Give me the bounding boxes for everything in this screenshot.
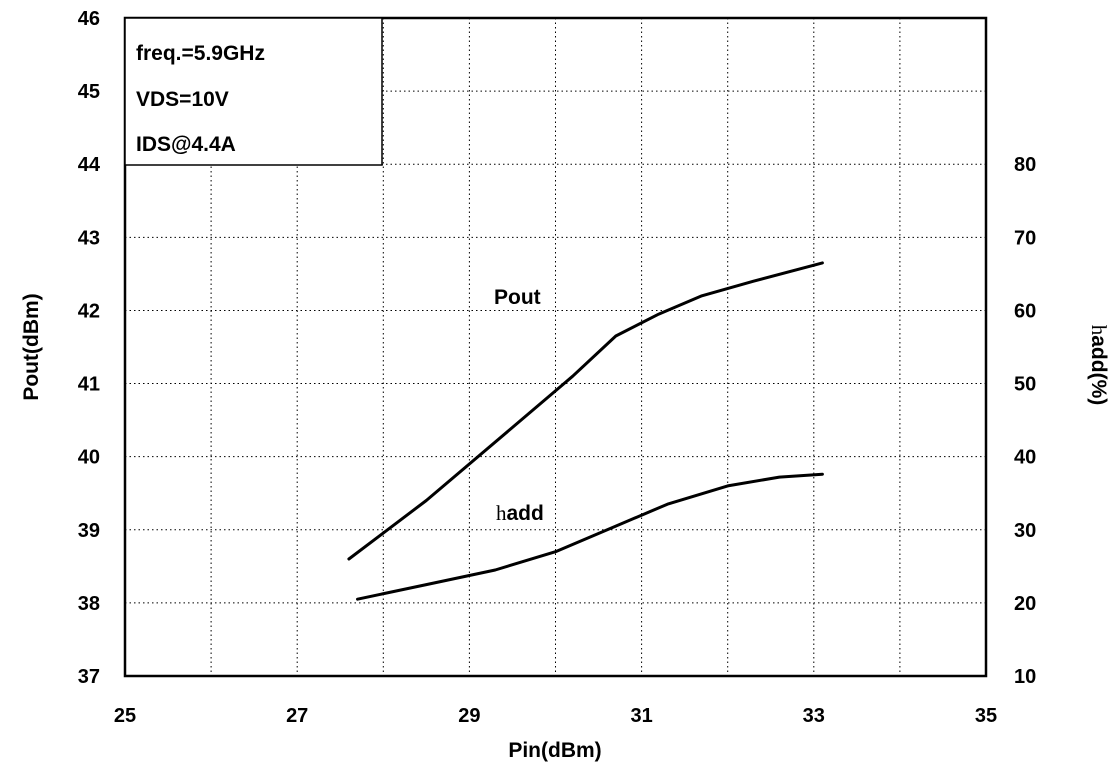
y-right-tick-label: 50 (1014, 374, 1036, 396)
y-left-tick-label: 43 (78, 227, 100, 249)
series-layer (347, 261, 824, 601)
x-axis-title: Pin(dBm) (508, 739, 601, 762)
y-left-tick-label: 39 (78, 520, 100, 542)
x-tick-label: 33 (803, 705, 825, 727)
y-left-tick-label: 40 (78, 447, 100, 469)
y-right-tick-label: 60 (1014, 300, 1036, 322)
series-line-pout (347, 261, 824, 561)
x-tick-label: 31 (630, 705, 652, 727)
x-tick-label: 27 (286, 705, 308, 727)
y-right-tick-label: 20 (1014, 593, 1036, 615)
y-right-axis-ticks: 10 20 30 40 50 60 70 80 (1014, 154, 1036, 688)
series-label-hadd-text: add (507, 502, 544, 525)
y-left-tick-label: 44 (78, 154, 101, 176)
series-label-hadd-symbol: h (496, 501, 507, 525)
y-right-tick-label: 40 (1014, 447, 1036, 469)
y-left-tick-label: 38 (78, 593, 100, 615)
y-right-tick-label: 70 (1014, 227, 1036, 249)
y-left-tick-label: 37 (78, 666, 100, 688)
y-left-axis-title: Pout(dBm) (20, 293, 43, 400)
x-tick-label: 25 (114, 705, 136, 727)
x-tick-label: 29 (458, 705, 480, 727)
series-line-hadd (356, 472, 824, 601)
y-left-tick-label: 45 (78, 81, 100, 103)
y-right-tick-label: 80 (1014, 154, 1036, 176)
x-axis-ticks: 25 27 29 31 33 35 (114, 705, 997, 727)
series-label-pout: Pout (494, 286, 541, 309)
y-right-tick-label: 10 (1014, 666, 1036, 688)
y-left-tick-label: 41 (78, 374, 100, 396)
annotation-box: freq.=5.9GHz VDS=10V IDS@4.4A (124, 17, 383, 166)
y-left-tick-label: 42 (78, 300, 100, 322)
annotation-frequency: freq.=5.9GHz (136, 42, 265, 65)
annotation-box-frame (124, 17, 383, 166)
x-tick-label: 35 (975, 705, 997, 727)
gridlines (125, 18, 986, 676)
plot-area-frame (123, 16, 988, 678)
annotation-vds: VDS=10V (136, 88, 229, 111)
y-right-tick-label: 30 (1014, 520, 1036, 542)
y-left-tick-label: 46 (78, 8, 100, 30)
y-left-axis-ticks: 37 38 39 40 41 42 43 44 45 46 (78, 8, 101, 688)
annotation-ids: IDS@4.4A (136, 133, 236, 156)
series-label-hadd: hadd (496, 501, 544, 525)
y-right-axis-title: hadd(%) (1087, 325, 1111, 406)
